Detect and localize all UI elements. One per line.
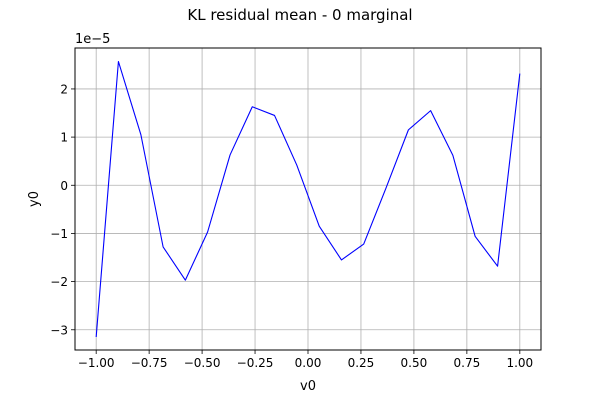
grid xyxy=(75,48,541,350)
x-tick-label: −0.75 xyxy=(131,356,168,370)
x-axis: −1.00 −0.75 −0.50 −0.25 0.00 0.25 0.50 0.75 1.00 xyxy=(78,350,533,370)
y-tick-label: −1 xyxy=(50,227,68,241)
y-tick-label: −2 xyxy=(50,275,68,289)
x-tick-label: 0.75 xyxy=(454,356,481,370)
x-tick-label: 1.00 xyxy=(506,356,533,370)
x-tick-label: −0.25 xyxy=(237,356,274,370)
x-tick-label: −0.50 xyxy=(184,356,221,370)
chart-title: KL residual mean - 0 marginal xyxy=(187,6,412,24)
x-axis-label: v0 xyxy=(300,379,316,394)
y-tick-label: −3 xyxy=(50,323,68,337)
y-axis: −3 −2 −1 0 1 2 xyxy=(50,82,75,337)
y-tick-label: 1 xyxy=(60,131,68,145)
y-tick-label: 0 xyxy=(60,179,68,193)
x-tick-label: 0.00 xyxy=(295,356,322,370)
y-offset-label: 1e−5 xyxy=(75,32,110,47)
series-line-0 xyxy=(95,60,521,338)
x-tick-label: 0.50 xyxy=(401,356,428,370)
x-tick-label: 0.25 xyxy=(348,356,375,370)
y-tick-label: 2 xyxy=(60,82,68,96)
series-layer xyxy=(95,60,521,338)
y-axis-label: y0 xyxy=(27,191,42,207)
x-tick-label: −1.00 xyxy=(78,356,115,370)
